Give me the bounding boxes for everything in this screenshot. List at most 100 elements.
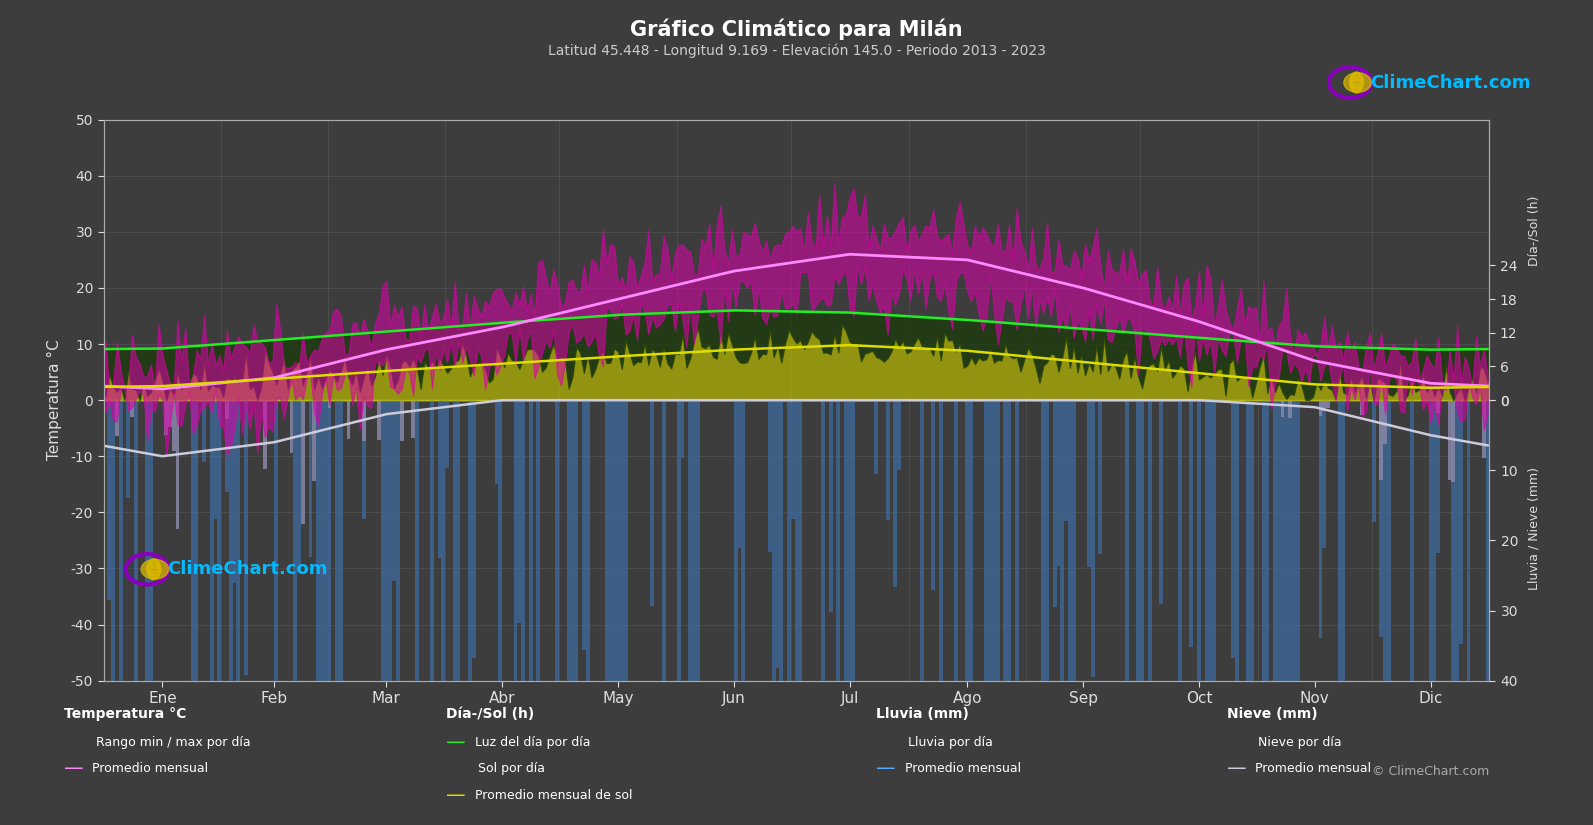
Text: Lluvia (mm): Lluvia (mm) [876, 707, 969, 720]
Bar [384, 400, 389, 825]
Bar [335, 400, 339, 766]
Bar [852, 400, 855, 825]
Bar [790, 400, 795, 519]
Y-axis label: Temperatura °C: Temperatura °C [48, 340, 62, 460]
Bar [1281, 400, 1284, 825]
Bar [836, 400, 840, 825]
Bar [1289, 400, 1292, 699]
Text: Día-/Sol (h): Día-/Sol (h) [446, 707, 534, 720]
Bar [202, 400, 205, 461]
Bar [145, 400, 150, 825]
Bar [446, 400, 449, 468]
Bar [164, 400, 169, 435]
Bar [1147, 400, 1152, 788]
Bar [609, 400, 612, 825]
Bar [1045, 400, 1050, 824]
Bar [521, 400, 526, 825]
Bar [452, 400, 457, 745]
Circle shape [1344, 73, 1372, 92]
Bar [1246, 400, 1251, 825]
Bar [244, 400, 249, 675]
Bar [328, 400, 331, 408]
Bar [1136, 400, 1141, 825]
Bar [301, 400, 304, 524]
Bar [1451, 400, 1456, 483]
Bar [556, 400, 559, 722]
Bar [581, 400, 586, 649]
Bar [1486, 400, 1489, 825]
Bar [1273, 400, 1278, 825]
Text: Latitud 45.448 - Longitud 9.169 - Elevación 145.0 - Periodo 2013 - 2023: Latitud 45.448 - Longitud 9.169 - Elevac… [548, 44, 1045, 59]
Bar [1141, 400, 1144, 825]
Bar [984, 400, 988, 825]
Bar [1432, 400, 1437, 825]
Bar [650, 400, 655, 606]
Bar [1322, 400, 1327, 548]
Bar [1322, 400, 1327, 411]
Bar [389, 400, 392, 747]
Bar [274, 400, 279, 825]
Bar [119, 400, 123, 825]
Bar [1327, 400, 1330, 408]
Bar [315, 400, 320, 725]
Bar [397, 400, 400, 825]
Text: Promedio mensual: Promedio mensual [1255, 762, 1372, 776]
Bar [411, 400, 414, 438]
Bar [1125, 400, 1129, 825]
Bar [798, 400, 803, 825]
Text: —: — [446, 733, 465, 752]
Bar [886, 400, 889, 520]
Bar [828, 400, 833, 612]
Bar [210, 400, 213, 825]
Bar [1061, 400, 1064, 825]
Bar [468, 400, 472, 825]
Bar [847, 400, 852, 825]
Bar [347, 400, 350, 439]
Bar [1007, 400, 1012, 825]
Text: Nieve por día: Nieve por día [1258, 736, 1341, 749]
Bar [696, 400, 699, 825]
Bar [932, 400, 935, 591]
Bar [441, 400, 446, 825]
Bar [1429, 400, 1432, 825]
Bar [954, 400, 957, 825]
Text: Rango min / max por día: Rango min / max por día [96, 736, 250, 749]
Bar [1265, 400, 1270, 769]
Text: Promedio mensual: Promedio mensual [92, 762, 209, 776]
Bar [194, 400, 199, 825]
Bar [381, 400, 384, 794]
Bar [1098, 400, 1102, 554]
Text: Día-/Sol (h): Día-/Sol (h) [1528, 196, 1540, 266]
Bar [773, 400, 776, 825]
Bar [768, 400, 773, 552]
Bar [875, 400, 878, 474]
Bar [537, 400, 540, 825]
Bar [1056, 400, 1061, 566]
Bar [616, 400, 620, 825]
Bar [1004, 400, 1007, 825]
Bar [1091, 400, 1094, 676]
Text: Promedio mensual de sol: Promedio mensual de sol [475, 789, 632, 802]
Bar [414, 400, 419, 711]
Text: —: — [1227, 759, 1246, 779]
Bar [734, 400, 738, 825]
Bar [1341, 400, 1344, 825]
Bar [298, 400, 301, 571]
Bar [495, 400, 499, 483]
Bar [1448, 400, 1451, 480]
Bar [1086, 400, 1091, 568]
Bar [263, 400, 266, 469]
Bar [1196, 400, 1201, 825]
Bar [1235, 400, 1239, 783]
Bar [897, 400, 902, 470]
Bar [1456, 400, 1459, 825]
Bar [1231, 400, 1235, 658]
Bar [612, 400, 616, 825]
Text: —: — [446, 785, 465, 805]
Bar [472, 400, 476, 658]
Bar [779, 400, 784, 825]
Bar [213, 400, 218, 520]
Bar [1383, 400, 1388, 825]
Bar [1209, 400, 1212, 788]
Bar [688, 400, 691, 825]
